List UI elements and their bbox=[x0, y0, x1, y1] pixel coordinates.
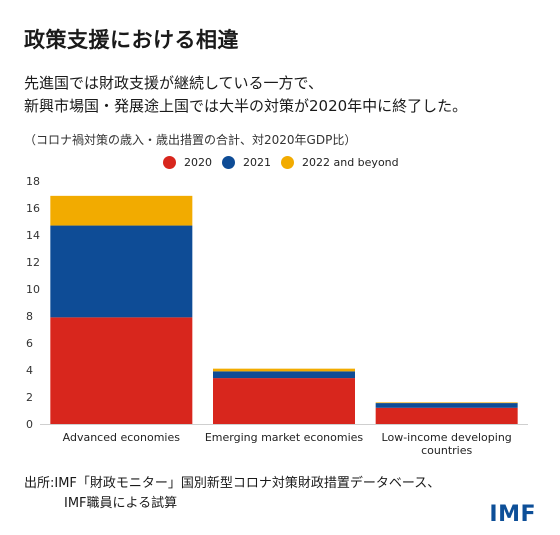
source-line-1: 出所:IMF「財政モニター」国別新型コロナ対策財政措置データベース、 bbox=[24, 476, 441, 491]
y-tick-label: 10 bbox=[26, 283, 40, 296]
legend-item-2021: 2021 bbox=[222, 156, 271, 169]
bar-segment-2022-and-beyond-2 bbox=[213, 368, 355, 372]
y-tick-label: 16 bbox=[26, 202, 40, 215]
y-tick-label: 2 bbox=[26, 391, 33, 404]
subtitle-line-2: 新興市場国・発展途上国では大半の対策が2020年中に終了した。 bbox=[24, 97, 468, 115]
chart-note: （コロナ禍対策の歳入・歳出措置の合計、対2020年GDP比） bbox=[24, 133, 357, 147]
legend-label-2021: 2021 bbox=[243, 156, 271, 169]
y-tick-label: 4 bbox=[26, 364, 33, 377]
y-tick-label: 8 bbox=[26, 310, 33, 323]
bar-segment-2020-2 bbox=[213, 378, 355, 424]
legend: 2020 2021 2022 and beyond bbox=[0, 156, 560, 174]
chart-title: 政策支援における相違 bbox=[24, 28, 239, 52]
legend-label-2022-and-beyond: 2022 and beyond bbox=[302, 156, 399, 169]
legend-item-2020: 2020 bbox=[163, 156, 212, 169]
bar-segment-2021-1 bbox=[50, 225, 193, 318]
stacked-bar-chart: 0 2 4 6 8 10 12 14 16 18 Advanced economies Emergin… bbox=[26, 175, 528, 457]
source-note: 出所:IMF「財政モニター」国別新型コロナ対策財政措置データベース、 IMF職員… bbox=[24, 474, 440, 514]
y-tick-label: 12 bbox=[26, 256, 40, 269]
y-tick-label: 0 bbox=[26, 418, 33, 431]
y-tick-label: 14 bbox=[26, 229, 40, 242]
y-tick-label: 18 bbox=[26, 175, 40, 188]
source-line-2: IMF職員による試算 bbox=[64, 496, 178, 511]
legend-swatch-2022-and-beyond bbox=[281, 156, 294, 169]
bar-segment-2022-and-beyond-3 bbox=[375, 402, 518, 404]
bar-segment-2021-3 bbox=[375, 403, 518, 408]
legend-item-2022-and-beyond: 2022 and beyond bbox=[281, 156, 399, 169]
y-tick-label: 6 bbox=[26, 337, 33, 350]
bar-segment-2020-1 bbox=[50, 317, 193, 424]
bar-segment-2022-and-beyond-1 bbox=[50, 195, 193, 226]
legend-swatch-2020 bbox=[163, 156, 176, 169]
x-category-label: Low-income developing bbox=[382, 431, 512, 444]
chart-subtitle: 先進国では財政支援が継続している一方で、 新興市場国・発展途上国では大半の対策が… bbox=[24, 72, 544, 118]
subtitle-line-1: 先進国では財政支援が継続している一方で、 bbox=[24, 74, 323, 92]
x-category-label: Advanced economies bbox=[63, 431, 181, 444]
bar-segment-2021-2 bbox=[213, 371, 355, 379]
legend-swatch-2021 bbox=[222, 156, 235, 169]
x-category-label: countries bbox=[421, 444, 472, 457]
bar-segment-2020-3 bbox=[375, 407, 518, 424]
legend-label-2020: 2020 bbox=[184, 156, 212, 169]
x-category-label: Emerging market economies bbox=[205, 431, 364, 444]
imf-logo: IMF bbox=[489, 502, 536, 527]
